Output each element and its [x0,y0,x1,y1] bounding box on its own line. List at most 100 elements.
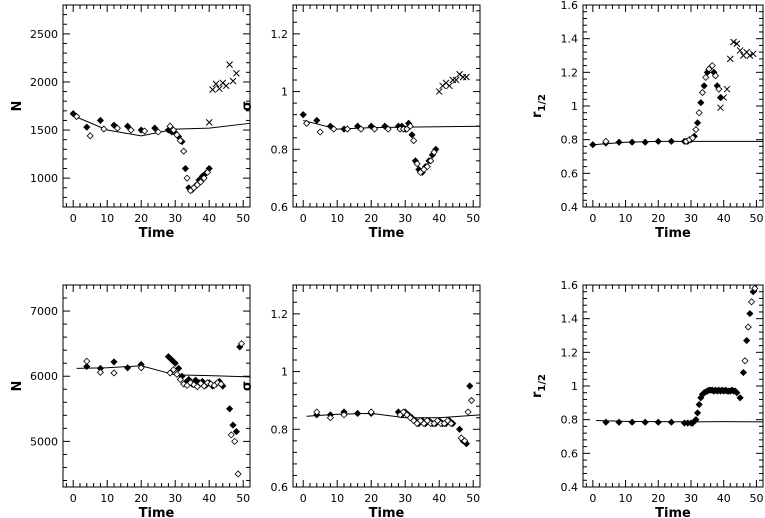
panel-4-series-2-point [164,353,172,361]
panel-1-series-2-point [181,164,189,173]
panel-2-x-tick-label: 20 [364,212,378,225]
panel-4-series-2-point [171,359,179,367]
panel-2-series-3-point [343,125,351,133]
panel-2-series-4-point [449,76,457,84]
panel-1-series-3-point [113,124,121,132]
panel-2-series-3-point [406,122,414,130]
panel-2-series-3-point [303,119,311,127]
panel-4-series-3-point [169,366,178,374]
panel-3-series-3-point [689,134,697,142]
panel-2-y-tick-label: 1.2 [271,28,289,41]
panel-1-series-4-point [209,86,216,94]
panel-3-x-tick-label: 0 [589,212,596,225]
panel-3-series-2-point [716,94,725,102]
panel-3-x-tick-label: 30 [684,212,698,225]
panel-4-y-tick-label: 6000 [30,370,58,383]
panel-1-series-3-point [197,178,205,186]
panel-4-series-2-point [110,358,118,366]
panel-4-series-3-point [166,369,174,377]
panel-5-y-tick-label: 1.2 [271,308,289,321]
panel-4-x-tick-label: 50 [236,492,250,505]
panel-1-y-tick-label: 1500 [30,124,58,137]
panel-2-x-tick-label: 40 [432,212,446,225]
panel-1-series-2-point [124,122,132,130]
panel-6-series-2-point [743,336,751,345]
panel-2-x-tick-label: 10 [330,212,344,225]
panel-3-series-2-point [615,138,623,146]
panel-1-series-3-point [173,131,181,139]
panel-2: 0 10 20 30 40 50 0.6 0.8 1 1.2 Time σ [240,4,481,241]
panel-4-series-3-point [217,380,225,388]
panel-2-y-tick-label: 1 [281,86,288,99]
panel-1-series-3-point [141,127,149,135]
panel-5-x-tick-label: 10 [330,492,344,505]
panel-6-series-2-point [746,310,754,318]
panel-3-series-4-point [730,38,737,46]
panel-1-series-4-point [212,80,220,88]
panel-1-series-3-point [176,137,184,145]
panel-1-series-2-point [96,116,104,124]
panel-3-y-tick-label: 0.6 [561,167,579,180]
panel-6-series-2-point [641,418,649,426]
panel-4-series-3-point [227,431,235,439]
panel-3-series-2-point [700,82,708,90]
panel-4-series-2-point [175,364,183,372]
panel-6-series-2-point [654,418,662,426]
panel-6-series-2-point [667,418,675,426]
panel-3-series-4-point [717,104,724,112]
panel-1-series-3-point [166,122,174,130]
panel-5: 0 10 20 30 40 50 0.6 0.8 1 1.2 Time σ [240,284,481,518]
panel-1: 0 10 20 30 40 50 1000 1500 2000 2500 Time N [10,4,251,241]
panel-3-y-tick-label: 0.8 [561,134,579,147]
panel-2-series-2-point [299,111,307,119]
panel-6-y-tick-label: 1.4 [561,313,579,326]
panel-3-series-2-point [589,141,597,149]
panel-1-x-tick-label: 20 [134,212,148,225]
panel-3-series-4-point [749,50,757,58]
panel-1-y-tick-label: 2500 [30,28,58,41]
panel-3-series-4-point [726,55,734,63]
panel-1-series-3-point [169,126,178,134]
panel-1-series-3-point [203,168,212,176]
panel-4-series-3-point [137,364,145,372]
panel-6-y-tick-label: 1 [571,380,578,393]
panel-2-series-3-point [330,125,338,133]
panel-2-x-tick-label: 0 [300,212,307,225]
panel-1-series-3-point [127,126,135,134]
panel-1-x-tick-label: 10 [100,212,114,225]
panel-3-series-4-point [733,40,741,48]
panel-2-series-3-point [413,160,421,168]
panel-5-series-3-point [447,419,455,428]
panel-1-series-3-point [154,128,162,136]
panel-6-series-2-point [615,418,623,426]
panel-3-x-tick-label: 20 [651,212,665,225]
panel-4-series-2-point [226,405,234,413]
panel-3-series-3-point [702,73,710,81]
panel-1-y-tick-label: 2000 [30,76,58,89]
panel-2-series-3-point [423,163,431,171]
panel-4-series-3-point [176,375,184,384]
panel-4: 0 10 20 30 40 50 5000 6000 7000 Time N [10,284,251,518]
panel-4-series-2-point [124,364,132,372]
panel-6-y-tick-label: 1.2 [561,346,579,359]
panel-4-series-3-point [83,357,91,365]
panel-4-x-axis-label: Time [139,506,175,518]
panel-6-series-3-point [741,357,749,365]
panel-1-series-2-point [151,124,159,132]
panel-3-series-3-point [695,109,703,117]
panel-3-series-3-point [692,126,700,134]
panel-1-series-4-point [222,82,230,90]
panel-5-y-axis-label: σ [240,381,255,391]
panel-4-series-3-point [237,340,246,348]
panel-3-y-tick-label: 1.2 [561,66,579,79]
panel-1-series-4-point [233,69,240,77]
panel-4-series-3-point [193,383,201,391]
panel-2-series-4-point [463,73,470,81]
panel-6-series-2-point [739,368,747,377]
panel-3-y-tick-label: 1.6 [561,0,579,12]
panel-5-y-tick-label: 0.6 [271,481,289,494]
panel-4-x-tick-label: 40 [202,492,216,505]
panel-4-y-tick-label: 7000 [30,305,58,318]
panel-1-x-axis-label: Time [139,226,175,241]
